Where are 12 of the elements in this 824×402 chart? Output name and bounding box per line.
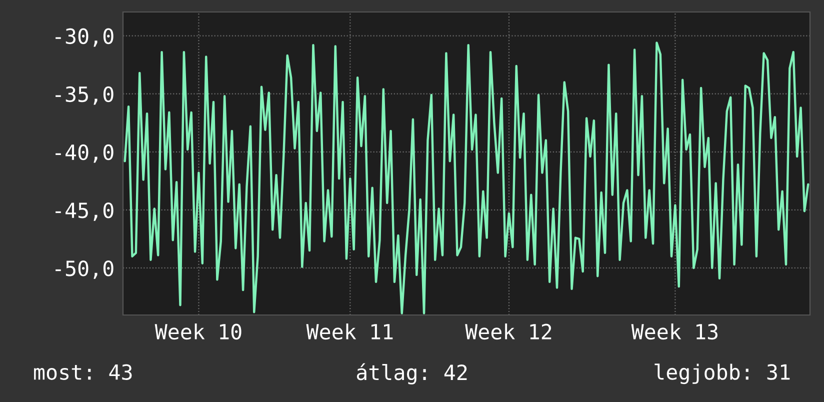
y-tick-label: -30,0 [56,28,114,47]
y-tick-label: -40,0 [56,144,114,163]
text: átlag: 42 [356,363,467,384]
x-tick-label: Week 11 [306,323,393,340]
x-tick-label: Week 10 [154,323,242,340]
x-tick-label: Week 13 [631,323,718,340]
text: most: 43 [34,364,132,380]
y-tick-label: -50,0 [56,260,114,279]
text: legjobb: 31 [654,364,790,384]
y-tick-label: -35,0 [56,86,114,105]
y-tick-label: -45,0 [56,202,114,221]
x-tick-label: Week 12 [465,323,552,340]
